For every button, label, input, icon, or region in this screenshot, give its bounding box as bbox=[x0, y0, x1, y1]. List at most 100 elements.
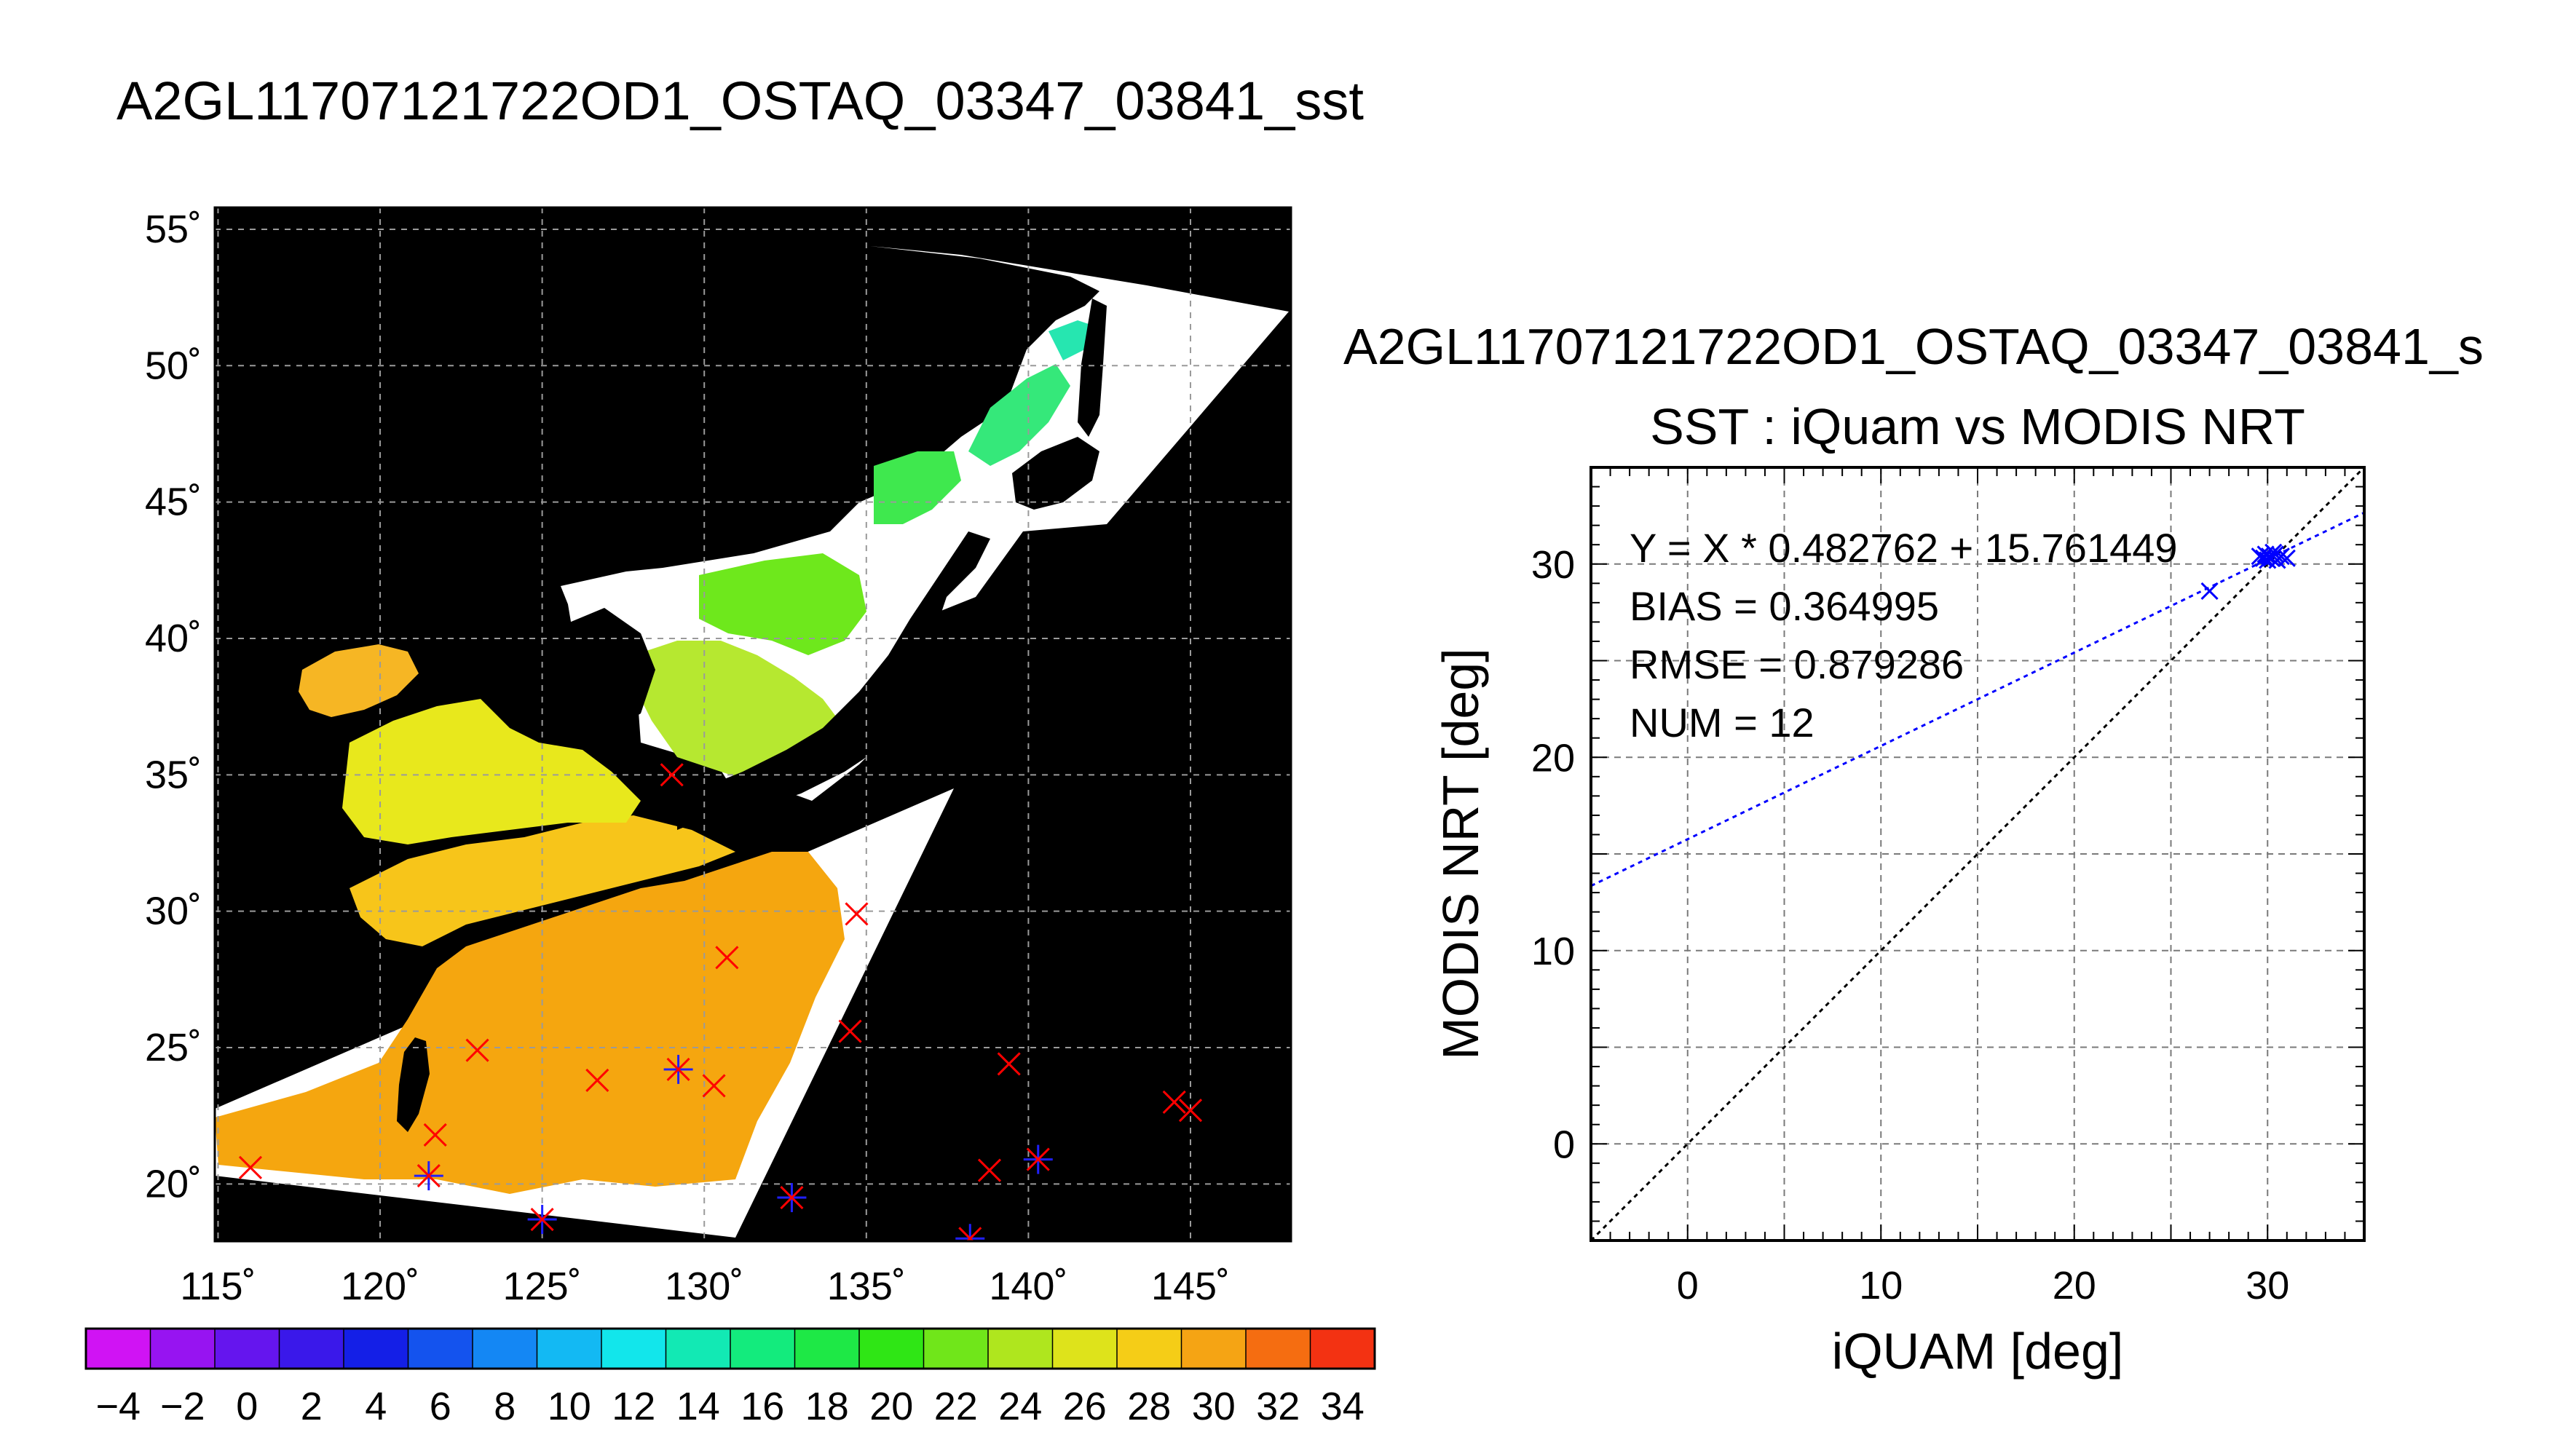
colorbar-cell bbox=[344, 1329, 408, 1369]
map-x-tick-label: 135˚ bbox=[827, 1265, 906, 1308]
matchup-marker-x bbox=[780, 1185, 804, 1210]
colorbar-label: 28 bbox=[1127, 1385, 1171, 1428]
sst-region-south bbox=[215, 852, 845, 1194]
colorbar-cell bbox=[150, 1329, 216, 1369]
matchup-marker bbox=[527, 1205, 557, 1235]
matchup-marker bbox=[838, 1019, 862, 1043]
scatter-minor-ticks bbox=[1590, 467, 2365, 1241]
colorbar-cell bbox=[473, 1329, 537, 1369]
land-hokkaido bbox=[1012, 437, 1099, 510]
sst-region-north-green bbox=[874, 451, 961, 524]
matchup-marker bbox=[1023, 1144, 1053, 1174]
colorbar-label: 10 bbox=[548, 1385, 591, 1428]
colorbar-label: 32 bbox=[1256, 1385, 1300, 1428]
matchup-marker bbox=[1178, 1099, 1203, 1123]
matchup-markers bbox=[238, 763, 1203, 1241]
colorbar-label: 34 bbox=[1321, 1385, 1365, 1428]
map-graticule bbox=[215, 207, 1291, 1241]
matchup-marker bbox=[997, 1052, 1021, 1076]
land-sakhalin bbox=[1078, 298, 1107, 437]
matchup-marker bbox=[845, 902, 869, 926]
one-to-one-line bbox=[1591, 467, 2364, 1241]
sst-map: 115˚ 120˚ 125˚ 130˚ 135˚ 140˚ 145˚ 20˚ 25˚ 30˚ 35… bbox=[145, 206, 1292, 1308]
scatter-y-tick-label: 10 bbox=[1531, 930, 1575, 973]
map-y-tick-label: 25˚ bbox=[145, 1026, 202, 1069]
colorbar-cell bbox=[1246, 1329, 1311, 1369]
scatter-y-label: MODIS NRT [deg] bbox=[1432, 648, 1489, 1059]
colorbar-label: 2 bbox=[301, 1385, 323, 1428]
map-x-tick-label: 115˚ bbox=[180, 1265, 256, 1308]
stat-rmse: RMSE = 0.879286 bbox=[1630, 641, 1964, 687]
matchup-marker bbox=[702, 1074, 726, 1098]
sst-region-japan-sea bbox=[699, 553, 866, 655]
matchup-marker bbox=[977, 1158, 1002, 1182]
colorbar-label: 16 bbox=[741, 1385, 784, 1428]
colorbar-cell bbox=[730, 1329, 795, 1369]
colorbar-cell bbox=[279, 1329, 344, 1369]
colorbar-cell bbox=[86, 1329, 151, 1369]
scatter-y-tick-label: 30 bbox=[1531, 543, 1575, 587]
colorbar-label: 24 bbox=[998, 1385, 1042, 1428]
land-korea bbox=[561, 608, 655, 735]
colorbar-label: 8 bbox=[494, 1385, 516, 1428]
colorbar-cell bbox=[537, 1329, 602, 1369]
matchup-marker bbox=[238, 1155, 263, 1179]
land-japan bbox=[677, 531, 990, 830]
sst-region-bohai bbox=[299, 644, 419, 717]
colorbar-cells bbox=[86, 1329, 1375, 1369]
map-x-tick-label: 145˚ bbox=[1151, 1265, 1230, 1308]
scatter-subtitle: A2GL11707121722OD1_OSTAQ_03347_03841_s bbox=[1343, 318, 2484, 375]
colorbar-label: 0 bbox=[236, 1385, 258, 1428]
matchup-marker bbox=[1162, 1090, 1186, 1114]
scatter-x-ticks: 0 10 20 30 bbox=[1677, 1264, 2290, 1307]
colorbar-label: 12 bbox=[612, 1385, 655, 1428]
matchup-marker bbox=[715, 946, 739, 970]
matchup-marker bbox=[777, 1183, 807, 1213]
stat-num: NUM = 12 bbox=[1630, 700, 1814, 745]
sst-region-okhotsk-north bbox=[1049, 320, 1099, 360]
matchup-marker bbox=[585, 1068, 609, 1093]
map-x-tick-label: 120˚ bbox=[341, 1265, 419, 1308]
matchup-marker bbox=[423, 1123, 447, 1147]
matchup-marker bbox=[955, 1224, 985, 1241]
map-x-tick-label: 125˚ bbox=[503, 1265, 582, 1308]
scatter-y-tick-label: 0 bbox=[1553, 1123, 1575, 1166]
colorbar-label: 18 bbox=[805, 1385, 849, 1428]
scatter-point bbox=[2278, 549, 2296, 567]
matchup-marker bbox=[660, 763, 684, 787]
colorbar-label: 22 bbox=[934, 1385, 978, 1428]
map-y-tick-label: 40˚ bbox=[145, 617, 202, 660]
scatter-x-label: iQUAM [deg] bbox=[1832, 1323, 2124, 1380]
matchup-marker-x bbox=[416, 1164, 441, 1188]
colorbar-labels: −4 −2 0 2 4 6 8 10 12 14 16 18 20 22 24 26 28 30 32 34 bbox=[95, 1385, 1364, 1428]
colorbar-label: 14 bbox=[676, 1385, 720, 1428]
colorbar-label: 26 bbox=[1063, 1385, 1107, 1428]
colorbar-cell bbox=[859, 1329, 924, 1369]
colorbar-label: −4 bbox=[95, 1385, 141, 1428]
scatter-points bbox=[2200, 543, 2296, 600]
sst-region-yellow bbox=[342, 699, 641, 844]
matchup-marker bbox=[465, 1038, 489, 1062]
scatter-x-tick-label: 10 bbox=[1859, 1264, 1903, 1307]
colorbar-cell bbox=[1181, 1329, 1247, 1369]
map-x-tick-label: 130˚ bbox=[665, 1265, 743, 1308]
sst-colorbar: −4 −2 0 2 4 6 8 10 12 14 16 18 20 22 24 26 28 30 32 34 bbox=[84, 1327, 1376, 1428]
map-y-tick-label: 50˚ bbox=[145, 344, 202, 387]
map-y-ticks: 20˚ 25˚ 30˚ 35˚ 40˚ 45˚ 50˚ 55˚ bbox=[145, 207, 202, 1206]
scatter-panel: A2GL11707121722OD1_OSTAQ_03347_03841_s S… bbox=[1343, 318, 2484, 1380]
colorbar-label: 6 bbox=[430, 1385, 451, 1428]
matchup-marker-x bbox=[1026, 1147, 1050, 1171]
scatter-x-tick-label: 20 bbox=[2053, 1264, 2096, 1307]
colorbar-cell bbox=[923, 1329, 989, 1369]
page-title: A2GL11707121722OD1_OSTAQ_03347_03841_sst bbox=[117, 71, 1364, 131]
scatter-point bbox=[2200, 582, 2219, 600]
scatter-y-tick-label: 20 bbox=[1531, 736, 1575, 780]
matchup-marker-x bbox=[530, 1207, 554, 1232]
map-y-tick-label: 55˚ bbox=[145, 207, 202, 251]
colorbar-cell bbox=[666, 1329, 731, 1369]
scatter-y-ticks: 0 10 20 30 bbox=[1531, 543, 1575, 1167]
map-x-ticks: 115˚ 120˚ 125˚ 130˚ 135˚ 140˚ 145˚ bbox=[180, 1265, 1230, 1308]
map-x-tick-label: 140˚ bbox=[989, 1265, 1067, 1308]
scatter-x-tick-label: 0 bbox=[1677, 1264, 1699, 1307]
